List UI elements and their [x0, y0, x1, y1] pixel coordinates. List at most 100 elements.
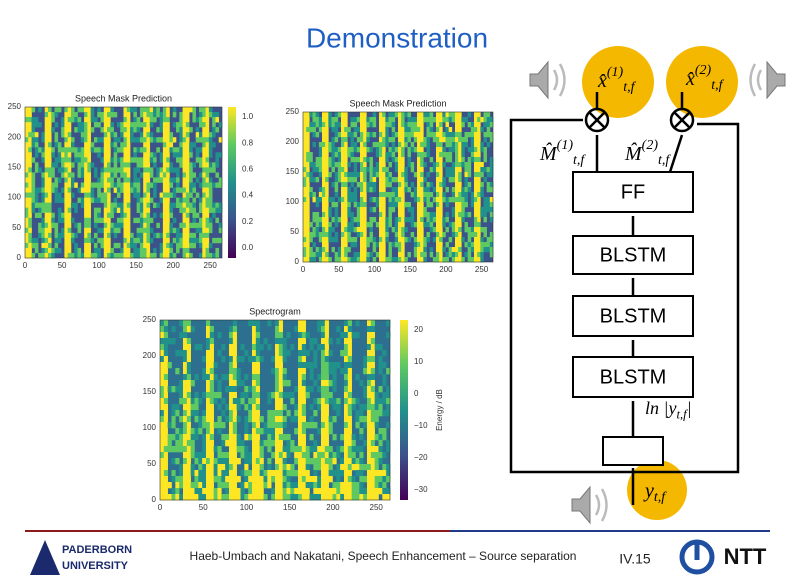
texture [410, 192, 415, 198]
texture [445, 117, 449, 123]
texture [303, 132, 307, 138]
texture [477, 227, 481, 233]
texture [388, 172, 392, 178]
texture [172, 237, 177, 244]
texture [87, 177, 91, 183]
texture [163, 452, 168, 459]
texture [303, 222, 307, 228]
texture [486, 172, 491, 178]
texture [328, 392, 333, 399]
texture [97, 252, 101, 259]
texture [166, 222, 170, 229]
texture [325, 227, 329, 233]
colorbar-tick-label: −30 [414, 485, 428, 494]
texture [259, 428, 264, 435]
texture [332, 470, 337, 477]
texture [217, 476, 222, 483]
texture [420, 237, 424, 243]
texture [370, 440, 375, 447]
texture [344, 137, 348, 143]
texture [212, 252, 216, 259]
texture [337, 152, 342, 158]
texture [84, 217, 88, 224]
texture [209, 386, 214, 393]
texture [54, 237, 59, 244]
texture [77, 117, 82, 123]
texture [458, 202, 462, 208]
colorbar-tick-label: 0 [414, 389, 419, 398]
texture [379, 142, 383, 148]
texture [282, 416, 287, 423]
texture [93, 247, 98, 254]
texture [382, 217, 386, 223]
texture [429, 212, 434, 218]
texture [167, 434, 172, 441]
texture [41, 137, 45, 143]
texture [107, 192, 111, 198]
texture [301, 482, 306, 489]
x-tick-label: 0 [23, 261, 28, 270]
texture [398, 157, 402, 163]
texture [313, 338, 318, 345]
texture [391, 197, 396, 203]
texture [341, 212, 345, 218]
texture [312, 177, 316, 183]
texture [386, 476, 391, 483]
texture [41, 132, 45, 138]
texture [143, 182, 147, 188]
texture [334, 152, 339, 158]
texture [278, 332, 283, 339]
texture [190, 482, 195, 489]
texture [156, 172, 160, 178]
texture [202, 368, 207, 375]
texture [363, 368, 368, 375]
texture [331, 142, 335, 148]
texture [321, 458, 326, 465]
texture [77, 187, 82, 193]
texture [275, 374, 280, 381]
texture [205, 162, 210, 168]
texture [202, 464, 207, 471]
texture [301, 464, 306, 471]
texture [303, 167, 307, 173]
texture [47, 167, 52, 173]
texture [44, 252, 49, 259]
texture [353, 257, 358, 263]
texture [477, 157, 481, 163]
texture [407, 252, 411, 258]
texture [159, 137, 164, 143]
texture [136, 187, 141, 193]
page-number: IV.15 [619, 551, 651, 567]
texture [334, 192, 339, 198]
texture [31, 252, 36, 259]
texture [205, 232, 210, 239]
texture [160, 470, 165, 477]
texture [309, 187, 313, 193]
texture [344, 482, 349, 489]
texture [182, 177, 187, 183]
texture [474, 162, 478, 168]
texture [480, 257, 484, 263]
texture [31, 187, 36, 193]
texture [93, 222, 98, 229]
texture [363, 416, 368, 423]
texture [341, 197, 345, 203]
texture [423, 212, 427, 218]
texture [359, 380, 364, 387]
texture [146, 177, 151, 183]
texture [413, 147, 418, 153]
texture [84, 202, 88, 208]
texture [259, 488, 264, 495]
texture [321, 410, 326, 417]
texture [439, 257, 443, 263]
texture [136, 197, 141, 203]
texture [458, 117, 462, 123]
texture [67, 212, 72, 219]
texture [303, 177, 307, 183]
texture [67, 202, 72, 208]
texture [398, 237, 402, 243]
texture [334, 212, 339, 218]
texture [229, 476, 234, 483]
texture [255, 476, 260, 483]
texture [175, 494, 180, 501]
